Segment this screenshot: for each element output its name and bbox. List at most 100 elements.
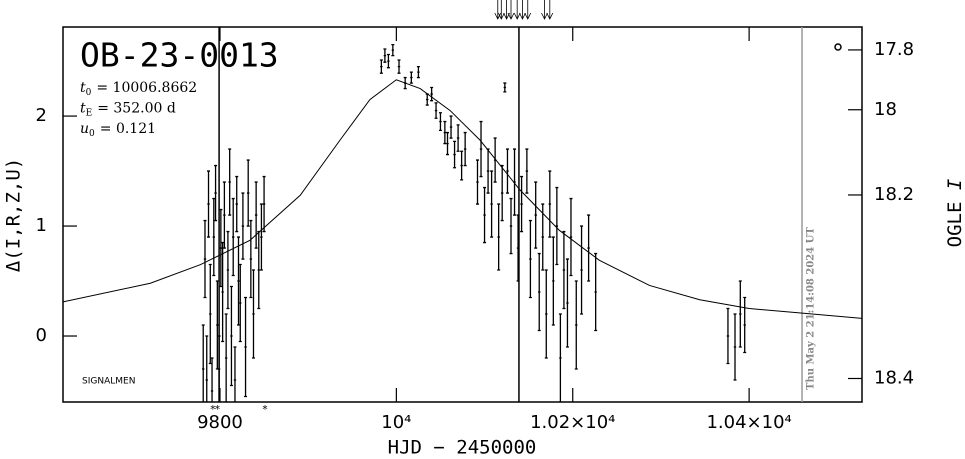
data-point bbox=[244, 296, 248, 398]
data-point bbox=[509, 197, 513, 255]
data-point bbox=[236, 236, 240, 326]
data-point bbox=[463, 131, 467, 167]
top-arrow bbox=[503, 0, 510, 20]
x-tick-label: 1.02×10⁴ bbox=[530, 412, 615, 433]
param-text: = 0.121 bbox=[100, 121, 156, 137]
bottom-marker: * bbox=[262, 405, 267, 416]
data-point bbox=[503, 82, 507, 93]
data-point bbox=[383, 48, 387, 63]
y2-label-text: OGLE bbox=[944, 202, 965, 248]
data-point bbox=[231, 197, 235, 277]
data-point bbox=[475, 159, 479, 205]
param-sub: 0 bbox=[86, 88, 92, 98]
y2-tick-label: 18 bbox=[874, 99, 897, 120]
data-point bbox=[726, 307, 730, 365]
y2-tick-label: 18.4 bbox=[874, 367, 914, 388]
data-point bbox=[516, 214, 520, 282]
data-point bbox=[438, 112, 442, 132]
data-point bbox=[205, 335, 209, 402]
plot-area bbox=[63, 27, 862, 402]
top-arrow bbox=[546, 0, 554, 20]
data-point bbox=[587, 214, 591, 282]
data-point bbox=[403, 76, 407, 90]
data-point bbox=[486, 148, 490, 194]
data-point bbox=[391, 43, 395, 57]
y-tick-label: 1 bbox=[36, 215, 47, 236]
y-tick-label: 2 bbox=[36, 105, 47, 126]
param-symbol: t bbox=[80, 80, 86, 96]
x-tick-label: 9800 bbox=[197, 412, 243, 433]
data-point bbox=[497, 203, 501, 271]
data-point bbox=[449, 115, 453, 139]
data-point bbox=[555, 186, 559, 266]
data-point bbox=[233, 346, 237, 402]
data-point bbox=[551, 236, 555, 326]
plot-frame bbox=[62, 26, 863, 403]
top-arrow bbox=[519, 0, 526, 20]
data-point bbox=[490, 170, 494, 238]
data-point bbox=[528, 219, 532, 299]
data-point bbox=[548, 170, 552, 238]
data-point bbox=[212, 197, 216, 277]
y2-tick-label: 18.2 bbox=[874, 184, 914, 205]
data-point bbox=[241, 192, 245, 260]
data-point bbox=[262, 175, 266, 233]
data-point bbox=[208, 263, 212, 365]
data-point bbox=[217, 335, 221, 402]
top-arrow bbox=[541, 0, 548, 20]
data-point bbox=[569, 197, 573, 277]
data-point bbox=[397, 59, 401, 74]
data-point bbox=[430, 86, 434, 102]
y-tick-label: 0 bbox=[36, 325, 47, 346]
data-point bbox=[525, 148, 529, 194]
param-symbol: t bbox=[80, 101, 86, 117]
data-point bbox=[434, 102, 438, 119]
data-point bbox=[456, 124, 460, 152]
data-point bbox=[580, 225, 584, 315]
data-point bbox=[446, 131, 450, 156]
data-point bbox=[558, 313, 562, 402]
param-symbol: u bbox=[80, 121, 89, 137]
data-point bbox=[594, 252, 598, 332]
data-point bbox=[479, 120, 483, 178]
data-point bbox=[221, 241, 225, 343]
top-arrow bbox=[507, 0, 515, 20]
x-axis-label: HJD − 2450000 bbox=[388, 437, 537, 459]
bottom-marker: * bbox=[210, 405, 215, 416]
data-point bbox=[210, 357, 214, 402]
data-point bbox=[224, 313, 228, 402]
data-point bbox=[226, 230, 230, 310]
data-point bbox=[207, 170, 211, 238]
data-point bbox=[203, 219, 207, 299]
data-point bbox=[534, 181, 538, 249]
data-point bbox=[379, 59, 383, 74]
data-point bbox=[229, 285, 233, 387]
data-point bbox=[537, 252, 541, 332]
marker-circle bbox=[834, 43, 842, 51]
data-point bbox=[453, 140, 457, 169]
x-tick-label: 1.04×10⁴ bbox=[706, 412, 791, 433]
top-arrow bbox=[497, 0, 505, 20]
data-point bbox=[443, 120, 447, 145]
model-curve bbox=[63, 79, 862, 319]
param-text: = 352.00 d bbox=[97, 101, 176, 117]
data-point bbox=[238, 263, 242, 343]
param-sub: E bbox=[86, 108, 93, 118]
x-tick-label: 10⁴ bbox=[381, 412, 411, 433]
data-point bbox=[251, 269, 255, 359]
bottom-marker: * bbox=[215, 405, 220, 416]
data-point bbox=[425, 93, 429, 106]
data-point bbox=[574, 280, 578, 370]
data-point bbox=[219, 208, 223, 288]
param: u0 = 0.121 bbox=[80, 121, 156, 139]
top-arrow bbox=[494, 0, 502, 20]
footnote: SIGNALMEN bbox=[82, 377, 135, 387]
param-sub: 0 bbox=[89, 129, 95, 139]
data-point bbox=[201, 324, 205, 402]
param: t0 = 10006.8662 bbox=[80, 80, 197, 98]
y2-tick-label: 17.8 bbox=[874, 39, 914, 60]
param-text: = 10006.8662 bbox=[96, 80, 197, 96]
data-point bbox=[215, 280, 219, 370]
y-axis-label: Δ(I,R,Z,U) bbox=[3, 158, 25, 272]
data-point bbox=[214, 164, 218, 222]
